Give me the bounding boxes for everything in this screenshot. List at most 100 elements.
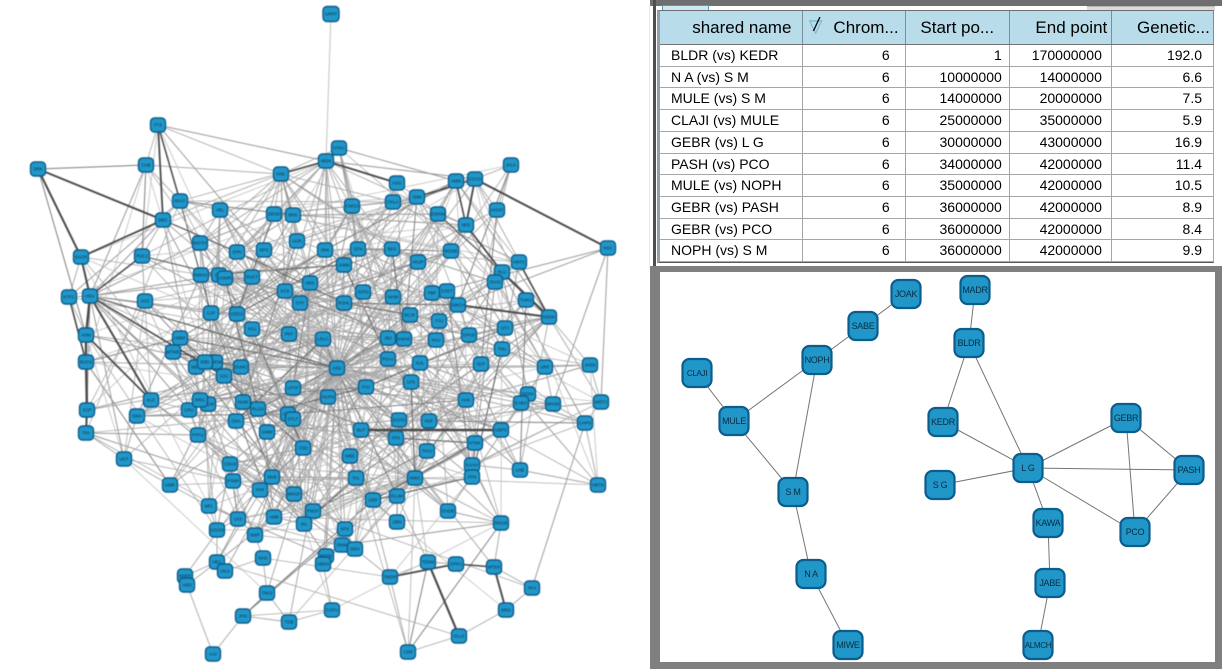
svg-text:NWF: NWF (250, 533, 260, 538)
svg-text:AJJ: AJJ (209, 652, 216, 657)
svg-text:NAU: NAU (431, 338, 440, 343)
svg-text:SNN: SNN (412, 195, 421, 200)
svg-text:CKLA: CKLA (387, 200, 398, 205)
svg-text:GWM: GWM (262, 430, 273, 435)
svg-text:TTU: TTU (435, 319, 443, 324)
svg-text:RLGD: RLGD (252, 407, 264, 412)
svg-text:AGG: AGG (392, 181, 402, 186)
svg-text:DDH: DDH (350, 547, 359, 552)
svg-text:UWE: UWE (165, 483, 175, 488)
svg-text:GSJ: GSJ (220, 374, 228, 379)
svg-text:FHJ: FHJ (362, 385, 370, 390)
svg-text:DUMC: DUMC (235, 365, 248, 370)
svg-text:PBF: PBF (428, 291, 437, 296)
svg-text:TWEW: TWEW (208, 360, 223, 365)
svg-text:TMJJ: TMJJ (262, 591, 273, 596)
svg-text:JJDF: JJDF (368, 498, 378, 503)
svg-text:SCP: SCP (83, 408, 92, 413)
svg-text:TPA: TPA (82, 431, 90, 436)
svg-text:DEHD: DEHD (268, 212, 280, 217)
svg-text:S G: S G (933, 480, 948, 490)
svg-text:MER: MER (191, 365, 201, 370)
svg-text:UTJ: UTJ (501, 326, 509, 331)
svg-text:NWAC: NWAC (195, 273, 208, 278)
svg-text:LKS: LKS (234, 517, 242, 522)
svg-text:NWG: NWG (410, 476, 421, 481)
svg-text:BBG: BBG (158, 218, 168, 223)
svg-text:HSU: HSU (85, 294, 94, 299)
svg-text:DNW: DNW (337, 543, 348, 548)
svg-text:GEES: GEES (231, 312, 243, 317)
svg-text:MFL: MFL (205, 504, 214, 509)
svg-text:RUCT: RUCT (246, 275, 258, 280)
svg-text:TGB: TGB (285, 620, 294, 625)
svg-text:HEC: HEC (212, 560, 221, 565)
svg-text:JABE: JABE (1039, 578, 1061, 588)
svg-text:MULE: MULE (722, 416, 746, 426)
svg-text:MADR: MADR (962, 285, 988, 295)
svg-text:TWDR: TWDR (384, 575, 397, 580)
svg-text:EBD: EBD (201, 360, 210, 365)
svg-text:FPN: FPN (468, 475, 477, 480)
svg-text:MIWE: MIWE (836, 640, 860, 650)
svg-text:CLAJI: CLAJI (687, 369, 707, 378)
svg-text:KUL: KUL (416, 361, 425, 366)
svg-text:HDS: HDS (305, 281, 314, 286)
svg-text:PCO: PCO (1126, 527, 1145, 537)
svg-text:KNC: KNC (276, 172, 285, 177)
svg-text:WBE: WBE (345, 454, 355, 459)
svg-text:TAL: TAL (352, 476, 360, 481)
svg-text:JKL: JKL (300, 522, 308, 527)
svg-text:ARL: ARL (216, 208, 225, 213)
svg-text:RDGB: RDGB (495, 521, 508, 526)
svg-text:RGAJ: RGAJ (382, 357, 393, 362)
svg-text:DTLT: DTLT (288, 417, 299, 422)
svg-text:PNT: PNT (285, 332, 294, 337)
svg-text:ESET: ESET (441, 289, 453, 294)
svg-text:BEG: BEG (387, 247, 397, 252)
svg-text:JHSS: JHSS (585, 363, 596, 368)
svg-text:GLLS: GLLS (454, 634, 465, 639)
svg-text:JGPG: JGPG (357, 290, 369, 295)
svg-text:UBPS: UBPS (495, 428, 507, 433)
svg-text:SWCH: SWCH (451, 303, 464, 308)
svg-text:TKSJ: TKSJ (422, 449, 433, 454)
svg-text:KAAH: KAAH (466, 463, 478, 468)
svg-text:JOAK: JOAK (895, 289, 918, 299)
svg-text:SCF: SCF (477, 362, 486, 367)
svg-text:CCFU: CCFU (326, 608, 338, 613)
svg-text:S M: S M (785, 487, 800, 497)
svg-text:N A: N A (804, 569, 818, 579)
svg-text:RFAT: RFAT (175, 199, 186, 204)
svg-text:NSF: NSF (425, 419, 434, 424)
svg-text:JWK: JWK (320, 248, 329, 253)
svg-text:DRK: DRK (33, 167, 42, 172)
svg-text:GEBR: GEBR (1114, 413, 1139, 423)
svg-text:PUCJ: PUCJ (136, 254, 147, 259)
svg-text:KWAE: KWAE (398, 337, 411, 342)
svg-text:NUW: NUW (238, 400, 249, 405)
svg-text:BDDB: BDDB (445, 249, 457, 254)
svg-text:GTF: GTF (296, 301, 305, 306)
svg-text:FNGF: FNGF (307, 509, 319, 514)
svg-text:JGG: JGG (141, 299, 150, 304)
svg-text:KCS: KCS (281, 289, 290, 294)
svg-text:BACS: BACS (80, 360, 92, 365)
svg-text:URP: URP (540, 365, 549, 370)
svg-text:KEDR: KEDR (931, 417, 956, 427)
svg-text:GNA: GNA (231, 419, 240, 424)
svg-text:SWA: SWA (132, 414, 142, 419)
svg-text:L G: L G (1021, 463, 1035, 473)
svg-text:CRU: CRU (184, 408, 193, 413)
svg-text:MAB: MAB (267, 475, 276, 480)
svg-text:WDTJ: WDTJ (595, 400, 607, 405)
svg-text:CDLN: CDLN (224, 462, 236, 467)
svg-text:RNTB: RNTB (320, 554, 332, 559)
svg-text:HAK: HAK (462, 398, 471, 403)
svg-text:EABG: EABG (515, 401, 528, 406)
svg-text:DGPA: DGPA (522, 392, 534, 397)
svg-text:HCPN: HCPN (322, 395, 334, 400)
svg-text:CJP: CJP (207, 311, 215, 316)
svg-text:RLU: RLU (498, 270, 507, 275)
svg-text:UBN: UBN (392, 520, 401, 525)
